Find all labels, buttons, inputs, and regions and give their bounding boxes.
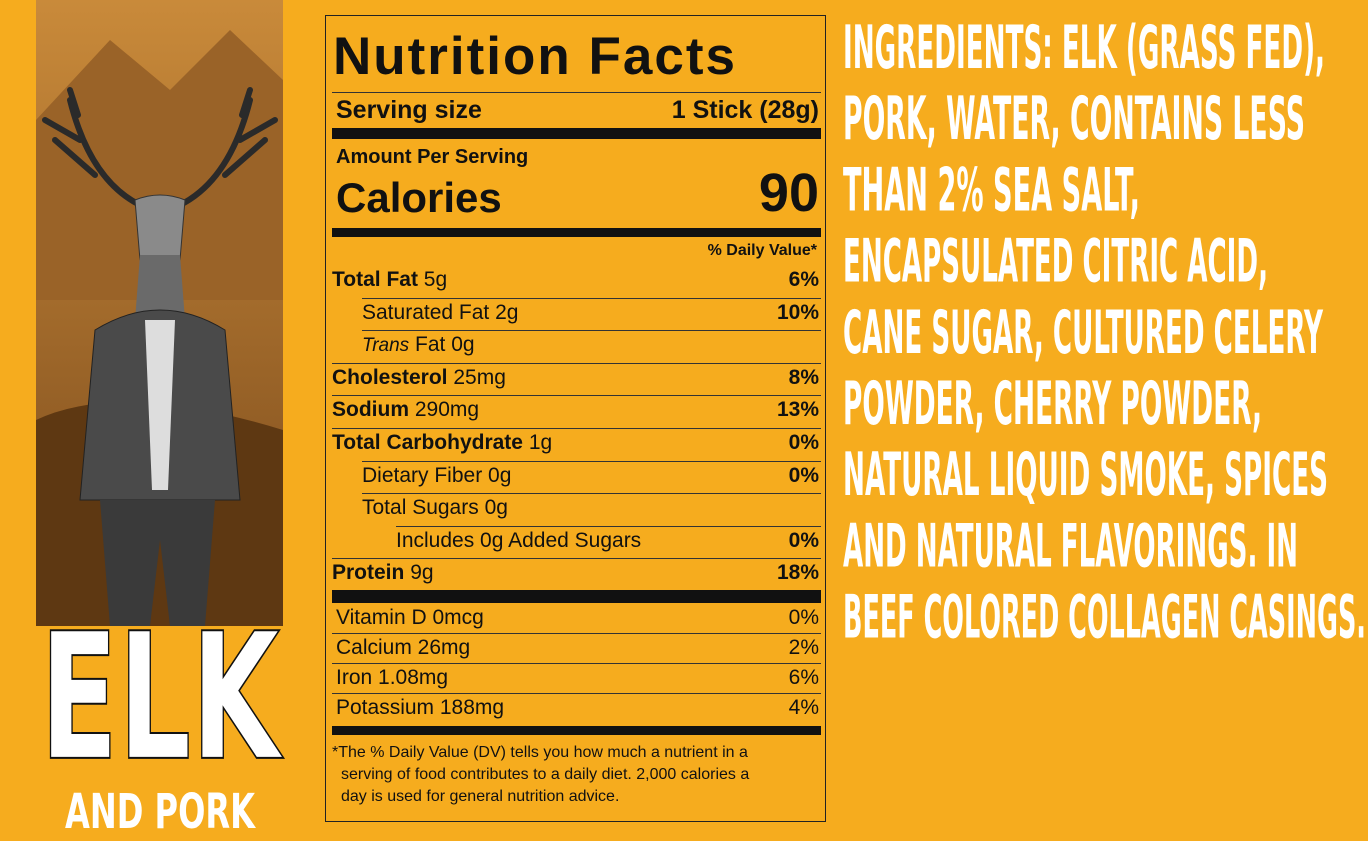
nutrient-name: Trans Fat 0g xyxy=(362,333,475,357)
serving-size: 1 Stick (28g) xyxy=(671,96,819,124)
antlers xyxy=(42,87,278,208)
amount: 290mg xyxy=(414,398,480,422)
row-rule xyxy=(332,362,821,364)
mountains xyxy=(36,30,283,300)
label-title: Nutrition Facts xyxy=(333,27,737,86)
calories-label: Calories xyxy=(336,174,502,221)
name: Fat xyxy=(415,333,446,357)
row-rule xyxy=(332,663,821,664)
nutrient-name: Total Fat 5g xyxy=(332,268,447,292)
row-rule xyxy=(332,428,821,429)
name: Total Sugars xyxy=(362,496,479,520)
row-rule xyxy=(362,493,821,495)
calories-value: 90 xyxy=(758,163,819,223)
daily-value: 8% xyxy=(788,365,819,389)
name: Total Carbohydrate xyxy=(332,431,523,454)
name: Cholesterol xyxy=(332,365,448,389)
amount: 1g xyxy=(528,431,553,454)
row-rule xyxy=(362,330,821,332)
ingredient-line: ENCAPSULATED CITRIC ACID, xyxy=(843,227,1268,297)
name: Protein xyxy=(332,561,405,585)
name: Saturated Fat xyxy=(362,300,490,324)
nutrient-name: Sodium 290mg xyxy=(332,398,479,422)
row-rule xyxy=(362,297,821,299)
name: Dietary Fiber xyxy=(362,463,483,487)
vitamin-name: Calcium 26mg xyxy=(336,636,471,659)
vitamin-name: Vitamin D 0mcg xyxy=(336,606,484,629)
name: Sodium xyxy=(332,398,409,422)
amount: 2g xyxy=(495,300,519,324)
product-subtitle: AND PORK xyxy=(65,784,256,840)
row-rule xyxy=(362,460,821,462)
footnote-line: day is used for general nutrition advice… xyxy=(341,788,620,805)
nutrient-name: Includes 0g Added Sugars xyxy=(396,529,641,553)
ingredient-line: NATURAL LIQUID SMOKE, SPICES xyxy=(843,440,1328,510)
vitamin-dv: 2% xyxy=(788,636,819,659)
trousers xyxy=(100,500,215,626)
daily-value: 0% xyxy=(788,463,819,487)
vitamin-dv: 0% xyxy=(788,606,819,629)
shirt xyxy=(145,320,175,490)
ingredient-line: THAN 2% SEA SALT, xyxy=(843,155,1140,225)
row-rule xyxy=(396,525,821,527)
daily-value: 10% xyxy=(776,300,819,324)
amount: 0g xyxy=(484,496,508,520)
ingredient-line: POWDER, CHERRY POWDER, xyxy=(843,369,1262,439)
ingredient-line: CANE SUGAR, CULTURED CELERY xyxy=(843,298,1324,368)
daily-value: 0% xyxy=(788,431,819,454)
amount: 9g xyxy=(410,561,434,585)
ingredient-line: PORK, WATER, CONTAINS LESS xyxy=(843,84,1305,154)
nutrient-name: Total Carbohydrate 1g xyxy=(332,431,552,455)
daily-value: 6% xyxy=(788,268,819,291)
name: Total Fat xyxy=(332,268,418,291)
row-rule xyxy=(332,693,821,694)
amount: 25mg xyxy=(453,365,506,389)
row-rule xyxy=(332,395,821,397)
amount: 0g xyxy=(488,463,512,487)
amount: 0g xyxy=(451,333,475,357)
daily-value: 0% xyxy=(788,528,819,552)
ingredients: INGREDIENTS: ELK (GRASS FED),PORK, WATER… xyxy=(843,13,1366,653)
dv-header: % Daily Value* xyxy=(707,242,817,259)
serving-label: Serving size xyxy=(336,96,482,124)
daily-value: 18% xyxy=(776,561,819,585)
footnote-line: *The % Daily Value (DV) tells you how mu… xyxy=(332,744,748,761)
vitamin-dv: 4% xyxy=(788,696,819,719)
nutrient-name: Total Sugars 0g xyxy=(362,496,508,520)
nutrient-name: Cholesterol 25mg xyxy=(332,366,506,390)
ingredient-line: AND NATURAL FLAVORINGS. IN xyxy=(843,511,1298,581)
ingredient-line: BEEF COLORED COLLAGEN CASINGS. xyxy=(843,583,1366,653)
ingredient-line: INGREDIENTS: ELK (GRASS FED), xyxy=(843,13,1325,83)
footnote-line: serving of food contributes to a daily d… xyxy=(341,766,750,783)
vitamin-name: Iron 1.08mg xyxy=(336,666,449,689)
daily-value: 13% xyxy=(776,398,819,422)
nutrient-name: Saturated Fat 2g xyxy=(362,301,518,325)
row-rule xyxy=(332,558,821,560)
neck xyxy=(135,255,185,320)
nutrition-label: Nutrition Facts Serving size 1 Stick (28… xyxy=(325,15,826,822)
amount-per-serving: Amount Per Serving xyxy=(336,146,529,168)
name-italic: Trans xyxy=(362,335,410,357)
nutrient-name: Dietary Fiber 0g xyxy=(362,464,511,488)
product-name: ELK xyxy=(40,597,284,800)
vitamin-dv: 6% xyxy=(788,666,819,689)
row-rule xyxy=(332,633,821,634)
side-panel: ELK AND PORK xyxy=(36,0,285,840)
vitamin-name: Potassium 188mg xyxy=(336,696,505,719)
nutrient-name: Protein 9g xyxy=(332,561,434,585)
amount: 5g xyxy=(423,268,448,291)
name: Includes 0g Added Sugars xyxy=(396,528,642,552)
